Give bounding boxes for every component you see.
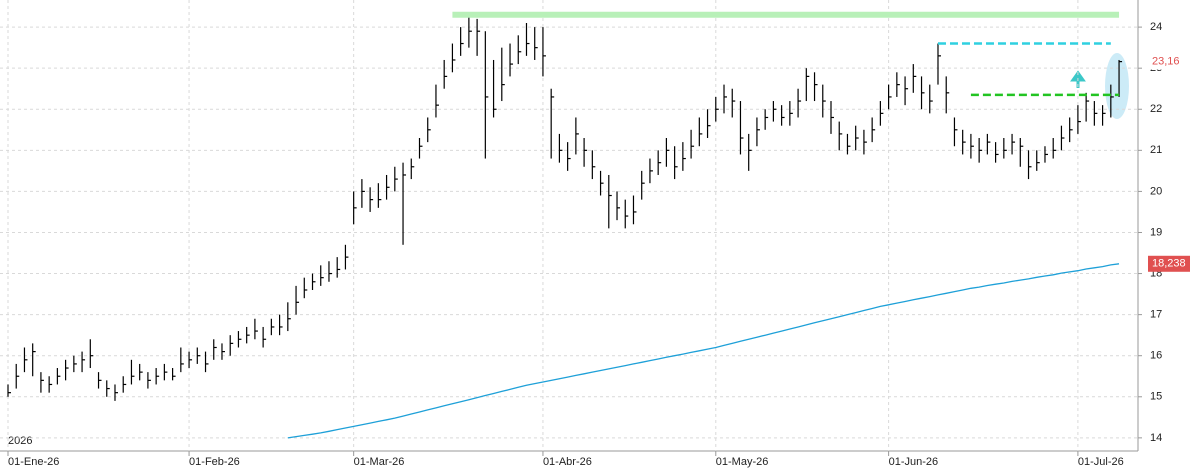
- y-tick-label: 16: [1150, 350, 1162, 362]
- y-tick-label: 24: [1150, 21, 1162, 33]
- y-tick-label: 14: [1150, 432, 1162, 444]
- y-tick-label: 17: [1150, 309, 1162, 321]
- y-tick-label: 19: [1150, 226, 1162, 238]
- x-tick-label: 01-Mar-26: [354, 456, 405, 468]
- up-arrow: [1070, 70, 1086, 88]
- x-tick-label: 01-Abr-26: [543, 456, 592, 468]
- x-tick-label: 01-Jun-26: [889, 456, 939, 468]
- price-label-box: [1148, 255, 1190, 272]
- y-tick-label: 15: [1150, 391, 1162, 403]
- y-tick-label: 20: [1150, 185, 1162, 197]
- price-label-box: [1148, 53, 1190, 70]
- price-label: 18,238: [1152, 258, 1186, 270]
- price-label: 23,16: [1152, 56, 1180, 68]
- moving-average-line: [287, 263, 1120, 439]
- year-label: 2026: [8, 435, 32, 447]
- y-tick-label: 21: [1150, 144, 1162, 156]
- x-tick-label: 01-Feb-26: [189, 456, 240, 468]
- x-tick-label: 01-May-26: [716, 456, 769, 468]
- x-tick-label: 01-Ene-26: [8, 456, 59, 468]
- y-tick-label: 22: [1150, 103, 1162, 115]
- x-tick-label: 01-Jul-26: [1078, 456, 1124, 468]
